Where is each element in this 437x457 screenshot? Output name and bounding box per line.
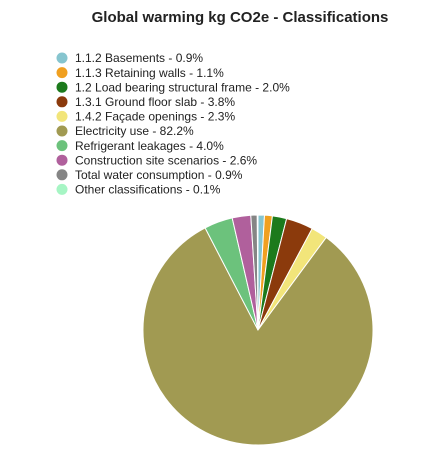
legend-marker: [56, 169, 68, 181]
legend-label: 1.4.2 Façade openings - 2.3%: [75, 110, 235, 124]
pie-slice: [142, 227, 374, 446]
legend-label: Refrigerant leakages - 4.0%: [75, 139, 224, 153]
legend-label: Electricity use - 82.2%: [75, 124, 194, 138]
legend-marker: [56, 125, 68, 137]
legend-marker: [56, 81, 68, 93]
legend-label: 1.1.3 Retaining walls - 1.1%: [75, 66, 224, 80]
legend-label: 1.2 Load bearing structural frame - 2.0%: [75, 80, 290, 94]
chart-title: Global warming kg CO2e - Classifications: [92, 9, 389, 26]
legend-marker: [56, 154, 68, 166]
legend-marker: [56, 110, 68, 122]
legend-label: Other classifications - 0.1%: [75, 183, 221, 197]
legend-marker: [56, 183, 68, 195]
legend-marker: [56, 52, 68, 64]
pie-slice: [256, 214, 259, 331]
legend-marker: [56, 67, 68, 79]
legend-label: 1.1.2 Basements - 0.9%: [75, 51, 203, 65]
legend-label: Total water consumption - 0.9%: [75, 168, 243, 182]
legend-marker: [56, 140, 68, 152]
legend-marker: [56, 96, 68, 108]
legend-label: Construction site scenarios - 2.6%: [75, 153, 257, 167]
legend-label: 1.3.1 Ground floor slab - 3.8%: [75, 95, 235, 109]
